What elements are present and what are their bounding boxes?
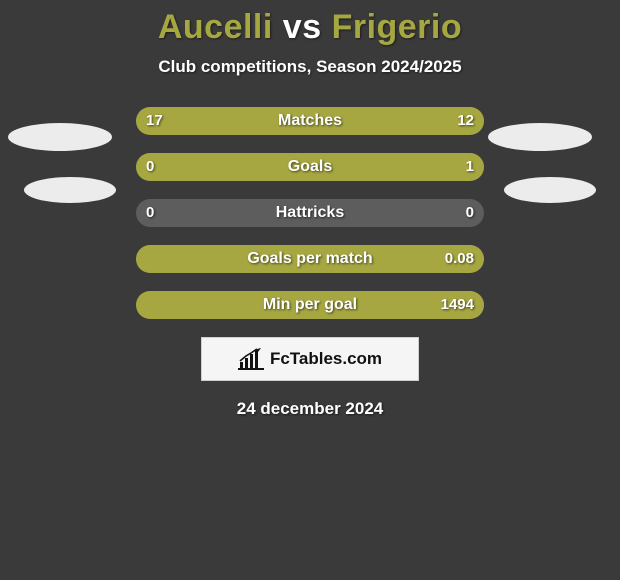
stat-label: Goals — [136, 153, 484, 181]
stat-label: Min per goal — [136, 291, 484, 319]
stat-value-left: 0 — [146, 153, 154, 181]
team-badge-left — [24, 177, 116, 203]
brand-box: FcTables.com — [201, 337, 419, 381]
stat-label: Goals per match — [136, 245, 484, 273]
date-line: 24 december 2024 — [0, 399, 620, 419]
stat-label: Matches — [136, 107, 484, 135]
stat-value-right: 0.08 — [445, 245, 474, 273]
team-badge-right — [488, 123, 592, 151]
stat-row: Goals0 1 — [136, 153, 484, 181]
title-vs: vs — [283, 8, 322, 46]
stat-rows: Matches1712Goals01Hattricks00Goals per m… — [136, 107, 484, 319]
comparison-card: Aucelli vs Frigerio Club competitions, S… — [0, 0, 620, 580]
stat-row: Hattricks0 0 — [136, 199, 484, 227]
brand-text: FcTables.com — [270, 349, 382, 369]
stat-value-right: 1494 — [441, 291, 474, 319]
title-player2: Frigerio — [332, 8, 463, 46]
subtitle: Club competitions, Season 2024/2025 — [0, 57, 620, 77]
stat-row: Matches17 12 — [136, 107, 484, 135]
stat-value-right: 0 — [466, 199, 474, 227]
page-title: Aucelli vs Frigerio — [0, 0, 620, 47]
stat-label: Hattricks — [136, 199, 484, 227]
brand-chart-icon — [238, 348, 264, 370]
stat-value-left: 17 — [146, 107, 163, 135]
team-badge-left — [8, 123, 112, 151]
stat-row: Goals per match0.08 — [136, 245, 484, 273]
stat-value-right: 1 — [466, 153, 474, 181]
team-badge-right — [504, 177, 596, 203]
stat-value-left: 0 — [146, 199, 154, 227]
stat-row: Min per goal1494 — [136, 291, 484, 319]
stat-value-right: 12 — [457, 107, 474, 135]
title-player1: Aucelli — [158, 8, 273, 46]
